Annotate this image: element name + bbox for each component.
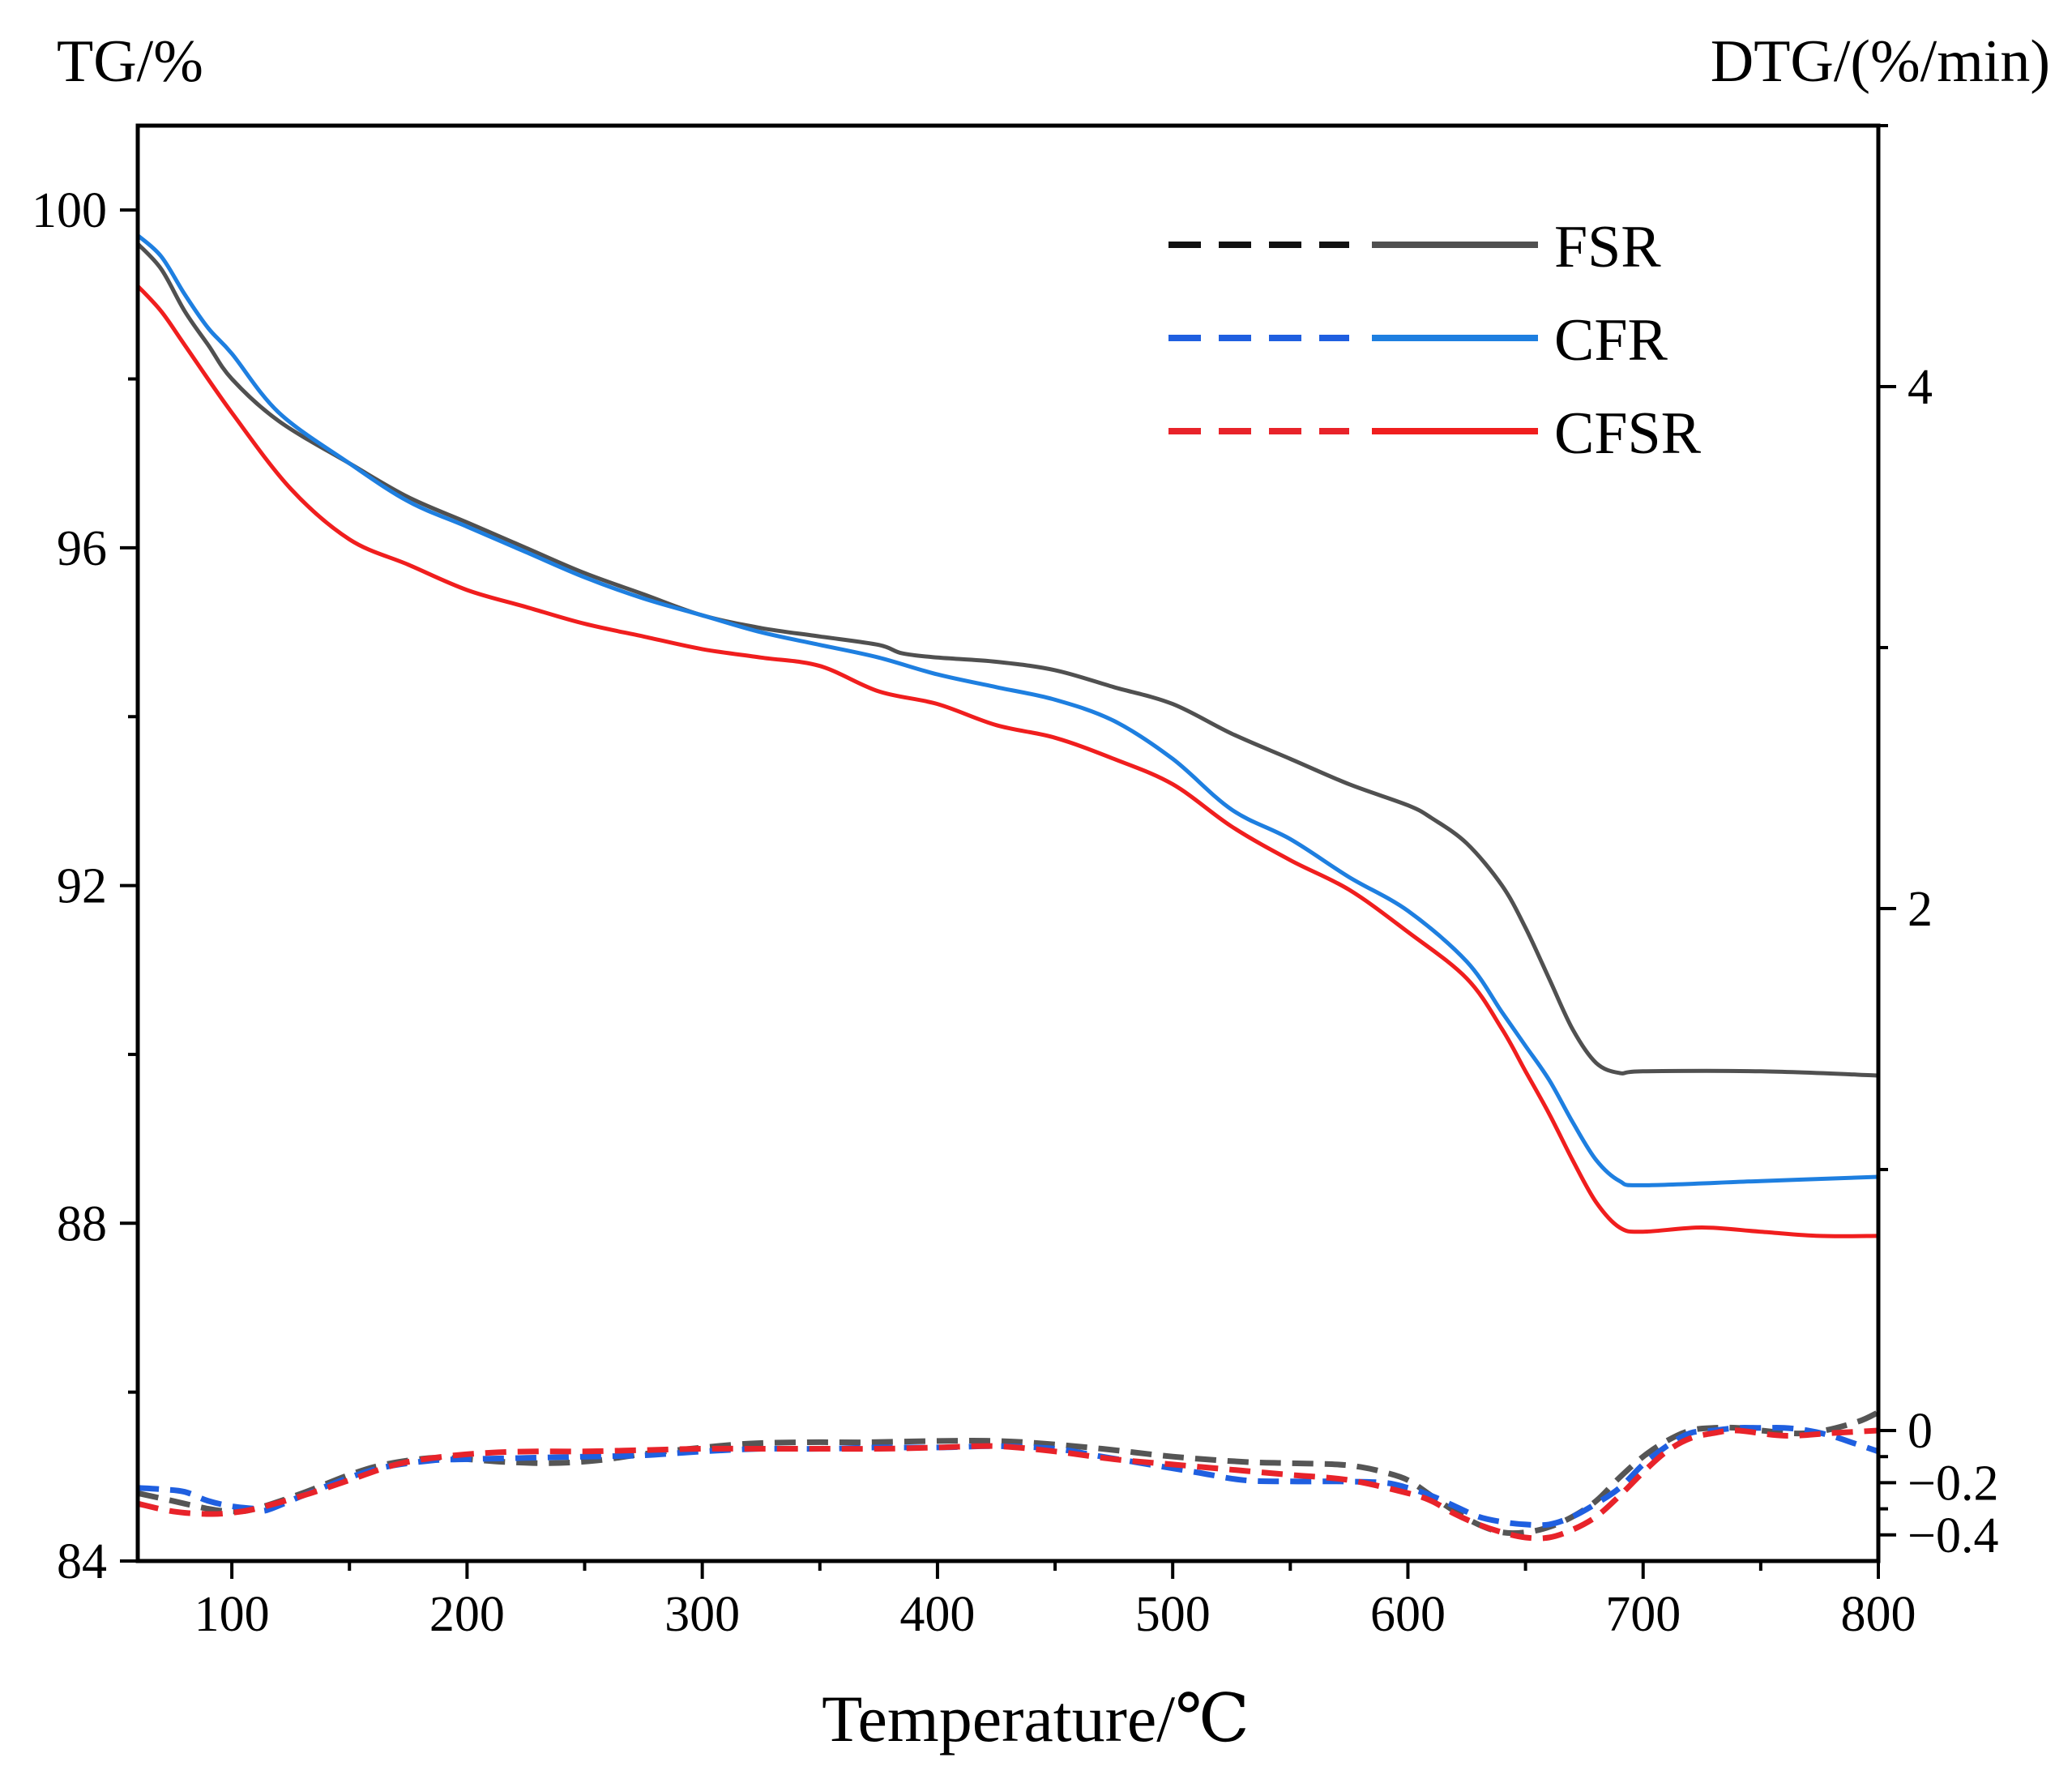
x-tick-label: 100 — [194, 1587, 270, 1642]
axis-ticks: 100 200 300 400 500 600 700 80084889296100420−0… — [32, 124, 1998, 1642]
x-tick-label: 300 — [664, 1587, 740, 1642]
y-right-tick-label: 0 — [1908, 1404, 1933, 1459]
x-tick-label: 200 — [429, 1587, 505, 1642]
right-axis-title: DTG/(%/min) — [1711, 28, 2050, 95]
left-axis-title: TG/% — [57, 28, 203, 95]
y-left-tick-label: 100 — [32, 183, 107, 238]
legend-label-cfsr: CFSR — [1554, 400, 1702, 467]
series-cfsr-dtg-line — [137, 1427, 1879, 1542]
y-left-tick-label: 96 — [57, 521, 107, 576]
y-right-tick-label: −0.2 — [1908, 1456, 1998, 1511]
x-tick-label: 600 — [1370, 1587, 1446, 1642]
y-right-tick-label: 4 — [1908, 360, 1933, 415]
x-tick-label: 400 — [899, 1587, 975, 1642]
y-left-tick-label: 92 — [57, 859, 107, 914]
plot-area — [136, 233, 1880, 1542]
series-cfsr-tg-line — [136, 284, 1879, 1238]
x-tick-label: 700 — [1605, 1587, 1681, 1642]
y-right-tick-label: −0.4 — [1908, 1508, 1998, 1563]
x-tick-label: 800 — [1841, 1587, 1916, 1642]
series-fsr-dtg-line — [137, 1409, 1880, 1537]
y-left-tick-label: 88 — [57, 1196, 107, 1251]
y-left-tick-label: 84 — [57, 1534, 107, 1589]
legend-label-cfr: CFR — [1554, 307, 1668, 374]
series-cfr-tg-line — [136, 233, 1879, 1187]
plot-frame — [135, 123, 1881, 1563]
x-axis-title: Temperature/℃ — [822, 1682, 1250, 1756]
x-tick-label: 500 — [1135, 1587, 1211, 1642]
legend-label-fsr: FSR — [1554, 214, 1661, 280]
y-right-tick-label: 2 — [1908, 882, 1933, 937]
legend: FSR CFR CFSR — [1168, 214, 1702, 467]
